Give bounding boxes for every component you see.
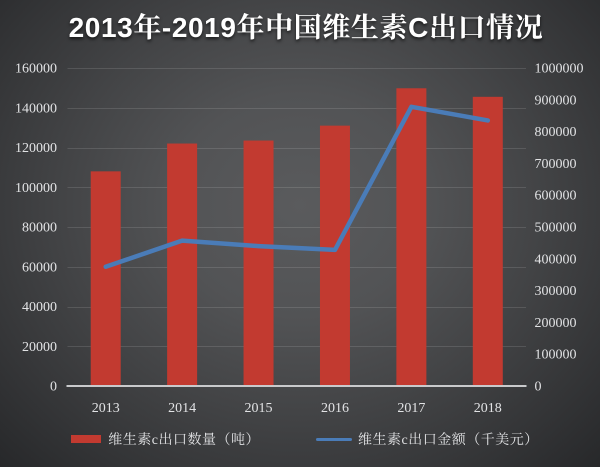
- bar: [396, 88, 427, 387]
- left-axis-tick-label: 60000: [22, 260, 57, 275]
- left-axis-tick-label: 20000: [22, 340, 57, 355]
- right-axis-tick-label: 900000: [535, 93, 577, 108]
- right-axis-tick-label: 500000: [535, 221, 577, 236]
- left-axis-tick-label: 100000: [15, 181, 57, 196]
- legend-bar-swatch: [71, 435, 102, 443]
- right-axis-tick-label: 600000: [535, 189, 577, 204]
- bar: [472, 96, 503, 386]
- right-axis-tick-label: 300000: [535, 284, 577, 299]
- x-axis-category-label: 2017: [397, 401, 425, 416]
- x-axis-category-label: 2015: [245, 401, 273, 416]
- legend-item-amount: 维生素c出口金额（千美元）: [316, 429, 539, 449]
- bar: [319, 125, 350, 386]
- x-axis-category-label: 2016: [321, 401, 349, 416]
- right-axis-tick-label: 200000: [535, 316, 577, 331]
- left-axis-tick-label: 40000: [22, 300, 57, 315]
- left-axis-tick-label: 120000: [15, 141, 57, 156]
- right-axis-tick-label: 400000: [535, 252, 577, 267]
- bar: [243, 140, 274, 386]
- bar: [167, 143, 198, 386]
- legend-line-swatch: [316, 437, 352, 441]
- bar: [90, 171, 121, 386]
- right-axis-tick-label: 800000: [535, 125, 577, 140]
- x-axis-category-label: 2014: [168, 401, 196, 416]
- right-axis-tick-label: 100000: [535, 348, 577, 363]
- legend-item-quantity: 维生素c出口数量（吨）: [71, 429, 260, 449]
- left-axis-tick-label: 140000: [15, 101, 57, 116]
- x-axis-category-label: 2013: [92, 401, 120, 416]
- legend-label-amount: 维生素c出口金额（千美元）: [358, 429, 539, 449]
- right-axis-tick-label: 0: [535, 380, 542, 395]
- left-axis-tick-label: 80000: [22, 221, 57, 236]
- legend-label-quantity: 维生素c出口数量（吨）: [108, 429, 260, 449]
- right-axis-tick-label: 700000: [535, 157, 577, 172]
- right-axis-tick-label: 1000000: [535, 62, 584, 77]
- chart-title: 2013年-2019年中国维生素C出口情况: [68, 6, 544, 46]
- left-axis-tick-label: 160000: [15, 62, 57, 77]
- legend: 维生素c出口数量（吨） 维生素c出口金额（千美元）: [5, 429, 600, 449]
- left-axis-tick-label: 0: [50, 380, 57, 395]
- x-axis-category-label: 2018: [474, 401, 502, 416]
- line-series: [103, 104, 491, 269]
